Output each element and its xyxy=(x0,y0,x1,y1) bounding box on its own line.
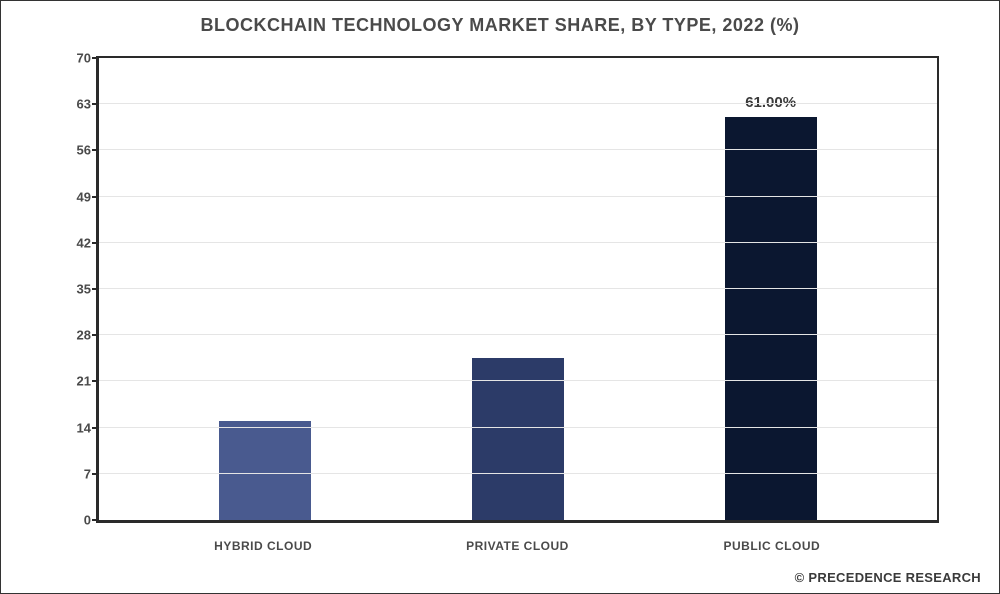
grid-line xyxy=(99,427,937,428)
y-tick-mark xyxy=(92,57,99,59)
bar xyxy=(472,358,564,520)
y-tick-mark xyxy=(92,473,99,475)
bar xyxy=(725,117,817,520)
grid-line xyxy=(99,103,937,104)
plot: 61.00% 07142128354249566370 xyxy=(99,58,937,520)
bars-group: 61.00% xyxy=(99,58,937,520)
bar-column: 61.00% xyxy=(644,58,897,520)
y-tick-mark xyxy=(92,334,99,336)
y-tick-mark xyxy=(92,519,99,521)
y-tick-mark xyxy=(92,196,99,198)
y-tick-mark xyxy=(92,149,99,151)
chart-container: BLOCKCHAIN TECHNOLOGY MARKET SHARE, BY T… xyxy=(0,0,1000,594)
y-tick-mark xyxy=(92,103,99,105)
chart-area: 61.00% 07142128354249566370 HYBRID CLOUD… xyxy=(1,46,999,593)
chart-title: BLOCKCHAIN TECHNOLOGY MARKET SHARE, BY T… xyxy=(1,1,999,46)
y-tick-mark xyxy=(92,288,99,290)
grid-line xyxy=(99,149,937,150)
grid-line xyxy=(99,380,937,381)
grid-line xyxy=(99,473,937,474)
grid-line xyxy=(99,334,937,335)
x-axis-labels: HYBRID CLOUDPRIVATE CLOUDPUBLIC CLOUD xyxy=(96,539,939,553)
y-tick-mark xyxy=(92,242,99,244)
bar xyxy=(219,421,311,520)
y-tick-mark xyxy=(92,427,99,429)
plot-frame: 61.00% 07142128354249566370 xyxy=(96,56,939,523)
bar-column xyxy=(392,58,645,520)
credit-text: © PRECEDENCE RESEARCH xyxy=(795,570,981,585)
grid-line xyxy=(99,196,937,197)
x-tick-label: HYBRID CLOUD xyxy=(136,539,390,553)
x-tick-label: PRIVATE CLOUD xyxy=(390,539,644,553)
grid-line xyxy=(99,288,937,289)
y-tick-mark xyxy=(92,380,99,382)
grid-line xyxy=(99,242,937,243)
x-tick-label: PUBLIC CLOUD xyxy=(645,539,899,553)
bar-column xyxy=(139,58,392,520)
